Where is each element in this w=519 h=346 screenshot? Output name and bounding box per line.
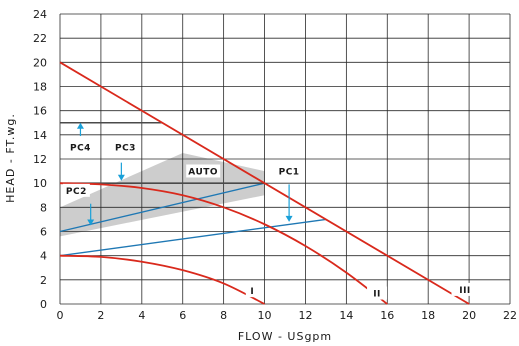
y-tick-label-12: 12 bbox=[33, 153, 47, 166]
pump-curve-ii bbox=[59, 182, 388, 305]
label-pc4: PC4 bbox=[66, 140, 94, 154]
control-curve-pc2 bbox=[59, 182, 265, 233]
control-curve-pc1 bbox=[59, 218, 327, 257]
x-tick-label-20: 20 bbox=[462, 309, 476, 322]
x-tick-label-4: 4 bbox=[138, 309, 145, 322]
arrow-layer bbox=[76, 122, 293, 226]
x-tick-label-22: 22 bbox=[503, 309, 517, 322]
label-i: I bbox=[245, 284, 259, 298]
svg-text:II: II bbox=[373, 290, 381, 300]
x-tick-label-0: 0 bbox=[57, 309, 64, 322]
label-ii: II bbox=[367, 286, 388, 300]
y-tick-label-10: 10 bbox=[33, 177, 47, 190]
arrow-pc3 bbox=[117, 162, 125, 181]
label-iii: III bbox=[451, 282, 479, 296]
y-tick-label-24: 24 bbox=[33, 8, 47, 21]
y-tick-label-6: 6 bbox=[40, 226, 47, 239]
x-tick-label-6: 6 bbox=[179, 309, 186, 322]
x-tick-label-14: 14 bbox=[339, 309, 353, 322]
svg-text:AUTO: AUTO bbox=[188, 168, 218, 178]
y-tick-label-18: 18 bbox=[33, 81, 47, 94]
y-axis-title: HEAD - FT.wg. bbox=[4, 113, 17, 203]
x-tick-label-10: 10 bbox=[258, 309, 272, 322]
label-pc1: PC1 bbox=[275, 164, 303, 178]
y-tick-label-20: 20 bbox=[33, 56, 47, 69]
arrow-pc2 bbox=[87, 203, 95, 226]
svg-text:III: III bbox=[459, 286, 471, 296]
x-tick-label-8: 8 bbox=[220, 309, 227, 322]
label-pc3: PC3 bbox=[111, 140, 139, 154]
x-tick-label-18: 18 bbox=[421, 309, 435, 322]
y-tick-label-22: 22 bbox=[33, 32, 47, 45]
label-pc2: PC2 bbox=[62, 183, 90, 197]
grid-layer bbox=[59, 13, 511, 305]
y-tick-label-0: 0 bbox=[40, 298, 47, 311]
x-axis-title: FLOW - USgpm bbox=[238, 330, 332, 343]
curve-layer bbox=[59, 61, 470, 305]
y-tick-label-4: 4 bbox=[40, 250, 47, 263]
label-auto: AUTO bbox=[186, 164, 221, 178]
arrow-pc1 bbox=[285, 184, 293, 222]
y-tick-label-8: 8 bbox=[40, 201, 47, 214]
y-tick-label-14: 14 bbox=[33, 129, 47, 142]
x-tick-label-12: 12 bbox=[298, 309, 312, 322]
y-tick-label-16: 16 bbox=[33, 105, 47, 118]
y-tick-label-2: 2 bbox=[40, 274, 47, 287]
svg-text:PC3: PC3 bbox=[115, 143, 136, 153]
svg-text:PC1: PC1 bbox=[279, 168, 300, 178]
svg-text:PC4: PC4 bbox=[70, 143, 91, 153]
svg-text:PC2: PC2 bbox=[66, 187, 87, 197]
svg-text:I: I bbox=[250, 287, 254, 297]
x-tick-label-2: 2 bbox=[97, 309, 104, 322]
arrow-pc4 bbox=[76, 122, 84, 137]
pump-curve-iii bbox=[59, 61, 470, 305]
pump-curve-i bbox=[59, 254, 265, 305]
x-tick-label-16: 16 bbox=[380, 309, 394, 322]
